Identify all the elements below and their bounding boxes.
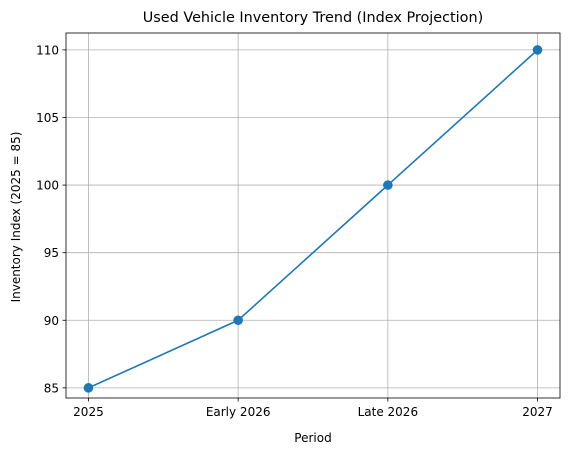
y-tick-label: 95	[44, 246, 59, 260]
x-tick-label: 2025	[73, 405, 104, 419]
tick-layer: 2025 Early 2026 Late 2026 2027 85 90 95 100 105 1…	[36, 43, 553, 419]
y-tick-label: 100	[36, 179, 59, 193]
chart-title: Used Vehicle Inventory Trend (Index Proj…	[143, 10, 483, 26]
axis-layer	[65, 32, 561, 399]
data-point	[233, 315, 243, 326]
plot-frame	[65, 32, 561, 399]
grid-layer	[66, 33, 560, 398]
series-line	[87, 48, 539, 389]
y-tick-label: 105	[36, 111, 59, 125]
x-tick-label: Early 2026	[206, 405, 271, 419]
y-tick-label: 85	[44, 381, 59, 395]
x-tick-label: 2027	[522, 405, 553, 419]
series-layer	[83, 45, 543, 393]
data-point	[532, 45, 543, 55]
y-tick-label: 90	[44, 314, 59, 328]
y-axis-label: Inventory Index (2025 = 85)	[9, 132, 23, 303]
data-point	[83, 383, 94, 393]
y-tick-label: 110	[36, 43, 59, 57]
data-point	[383, 180, 393, 190]
x-axis-label: Period	[294, 431, 331, 445]
x-tick-label: Late 2026	[358, 405, 418, 419]
